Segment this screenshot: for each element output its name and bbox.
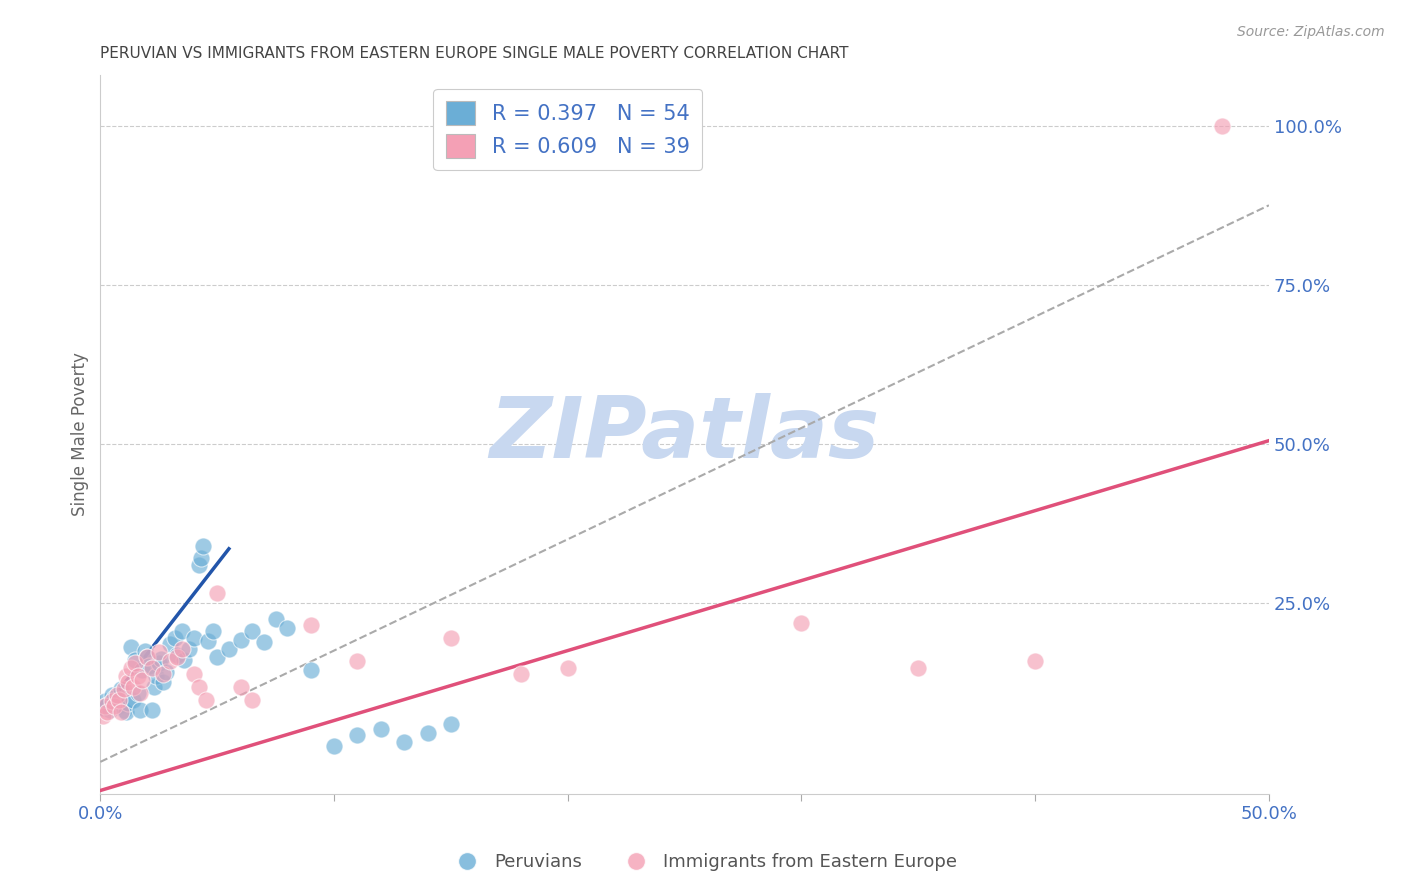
Point bbox=[557, 661, 579, 675]
Point bbox=[131, 673, 153, 688]
Point bbox=[172, 624, 194, 639]
Point bbox=[194, 692, 217, 706]
Point bbox=[159, 637, 181, 651]
Point bbox=[299, 663, 322, 677]
Point bbox=[138, 659, 160, 673]
Point bbox=[124, 657, 146, 671]
Point bbox=[122, 692, 145, 706]
Point bbox=[141, 661, 163, 675]
Point bbox=[108, 692, 131, 706]
Point bbox=[1211, 119, 1233, 133]
Point bbox=[129, 686, 152, 700]
Point bbox=[96, 698, 118, 712]
Point bbox=[117, 675, 139, 690]
Point bbox=[193, 539, 215, 553]
Point bbox=[240, 692, 263, 706]
Point bbox=[115, 669, 138, 683]
Point bbox=[136, 649, 159, 664]
Text: PERUVIAN VS IMMIGRANTS FROM EASTERN EUROPE SINGLE MALE POVERTY CORRELATION CHART: PERUVIAN VS IMMIGRANTS FROM EASTERN EURO… bbox=[100, 46, 849, 62]
Point bbox=[94, 698, 117, 713]
Point bbox=[187, 558, 209, 572]
Point bbox=[122, 680, 145, 694]
Point bbox=[150, 652, 173, 666]
Point bbox=[152, 675, 174, 690]
Point bbox=[110, 681, 132, 696]
Point bbox=[510, 667, 533, 681]
Y-axis label: Single Male Poverty: Single Male Poverty bbox=[72, 352, 89, 516]
Point bbox=[187, 680, 209, 694]
Point bbox=[172, 641, 194, 656]
Point bbox=[103, 691, 125, 706]
Point bbox=[134, 643, 156, 657]
Point bbox=[159, 654, 181, 668]
Point bbox=[790, 616, 813, 631]
Point bbox=[120, 640, 142, 655]
Point bbox=[129, 703, 152, 717]
Point bbox=[229, 680, 252, 694]
Point bbox=[229, 632, 252, 647]
Point bbox=[112, 681, 135, 696]
Point bbox=[136, 649, 159, 664]
Point bbox=[143, 680, 166, 694]
Point bbox=[108, 698, 131, 713]
Point bbox=[131, 663, 153, 677]
Point bbox=[218, 641, 240, 656]
Legend: R = 0.397   N = 54, R = 0.609   N = 39: R = 0.397 N = 54, R = 0.609 N = 39 bbox=[433, 89, 702, 170]
Point bbox=[148, 657, 170, 671]
Point bbox=[115, 705, 138, 719]
Text: ZIPatlas: ZIPatlas bbox=[489, 392, 880, 475]
Point bbox=[264, 612, 287, 626]
Point bbox=[94, 694, 117, 708]
Text: Source: ZipAtlas.com: Source: ZipAtlas.com bbox=[1237, 25, 1385, 39]
Point bbox=[91, 700, 114, 714]
Point bbox=[346, 728, 368, 742]
Point bbox=[190, 551, 212, 566]
Point bbox=[145, 669, 167, 683]
Point bbox=[152, 667, 174, 681]
Point bbox=[91, 709, 114, 723]
Point bbox=[173, 653, 195, 667]
Point bbox=[240, 624, 263, 639]
Point bbox=[440, 631, 463, 645]
Point bbox=[392, 734, 415, 748]
Point bbox=[166, 649, 188, 664]
Point bbox=[197, 634, 219, 648]
Point bbox=[141, 703, 163, 717]
Point bbox=[127, 669, 149, 683]
Point bbox=[124, 653, 146, 667]
Point bbox=[105, 688, 128, 702]
Point bbox=[110, 705, 132, 719]
Point bbox=[253, 635, 276, 649]
Point bbox=[183, 667, 205, 681]
Point bbox=[96, 705, 118, 719]
Point bbox=[105, 694, 128, 708]
Point bbox=[440, 716, 463, 731]
Point bbox=[155, 665, 177, 679]
Point bbox=[101, 688, 124, 702]
Point bbox=[120, 661, 142, 675]
Legend: Peruvians, Immigrants from Eastern Europe: Peruvians, Immigrants from Eastern Europ… bbox=[441, 847, 965, 879]
Point bbox=[370, 722, 392, 736]
Point bbox=[183, 631, 205, 645]
Point bbox=[346, 654, 368, 668]
Point bbox=[323, 739, 346, 753]
Point bbox=[179, 641, 201, 656]
Point bbox=[98, 703, 121, 717]
Point bbox=[101, 694, 124, 708]
Point bbox=[166, 648, 188, 662]
Point bbox=[127, 686, 149, 700]
Point bbox=[201, 624, 224, 639]
Point bbox=[907, 661, 929, 675]
Point bbox=[299, 618, 322, 632]
Point bbox=[148, 645, 170, 659]
Point bbox=[205, 586, 228, 600]
Point bbox=[416, 726, 439, 740]
Point bbox=[276, 621, 298, 635]
Point bbox=[103, 698, 125, 713]
Point bbox=[117, 697, 139, 711]
Point bbox=[165, 631, 187, 645]
Point bbox=[205, 649, 228, 664]
Point bbox=[112, 703, 135, 717]
Point bbox=[1024, 654, 1046, 668]
